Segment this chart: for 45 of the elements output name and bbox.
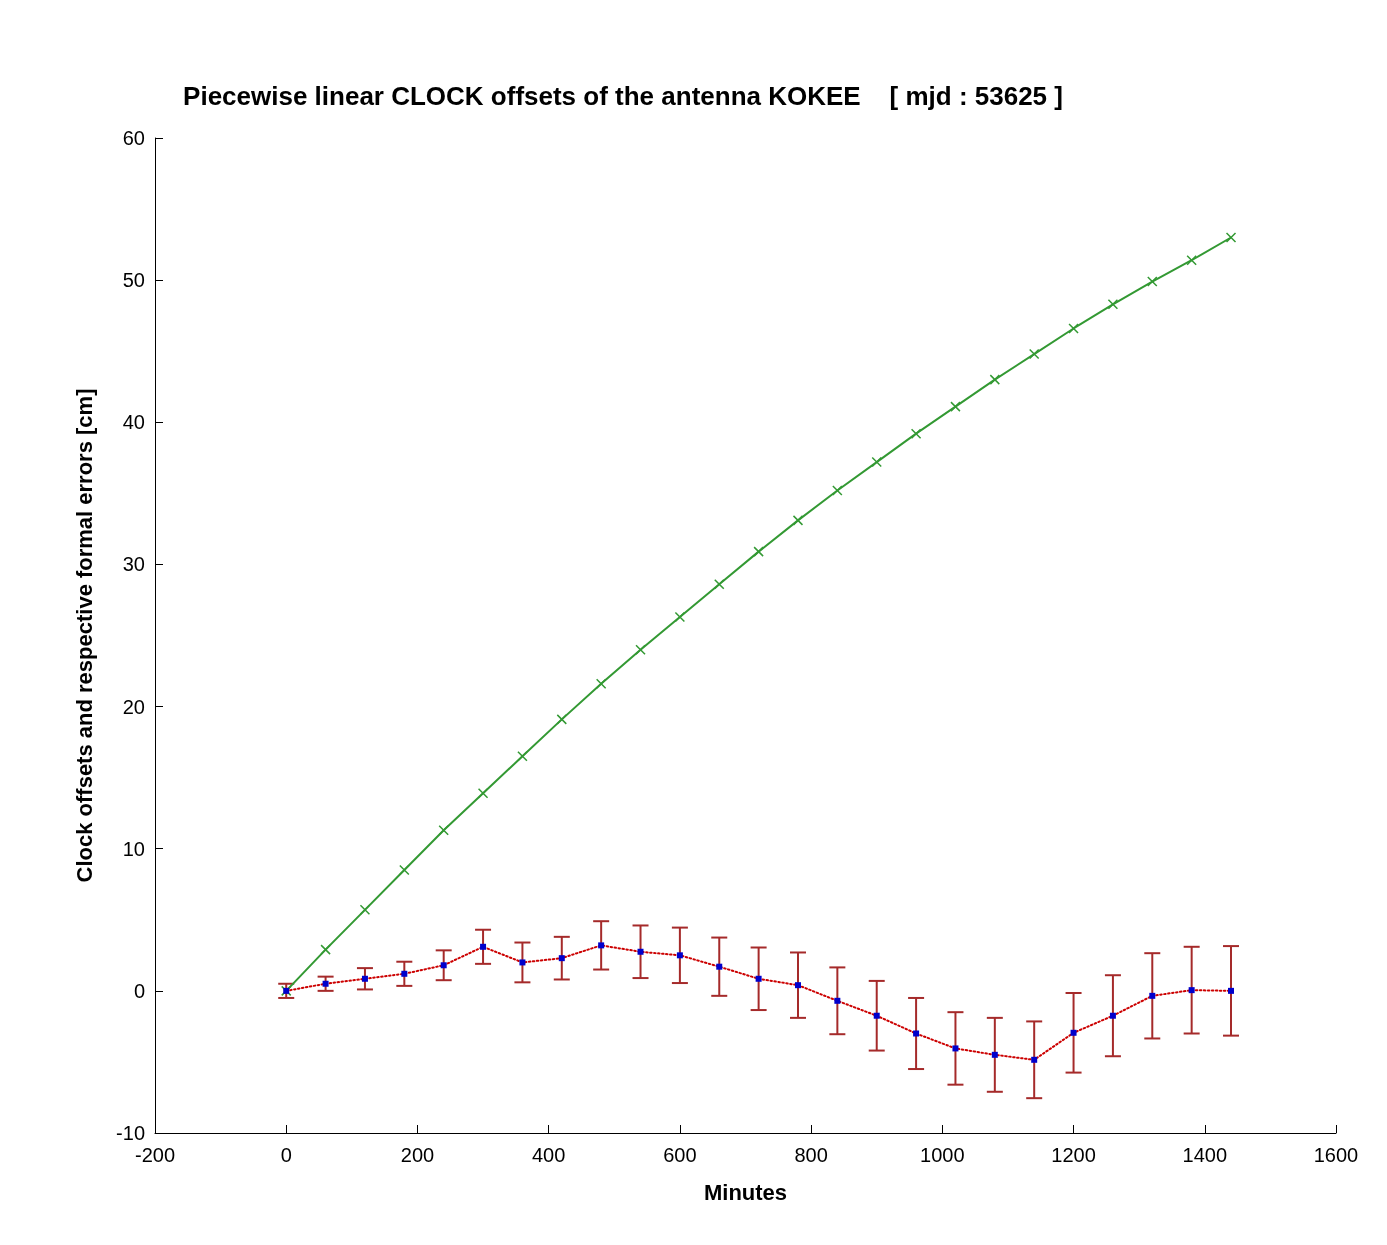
y-tick-label: 10: [122, 837, 145, 860]
point: [674, 611, 686, 623]
chart-title: Piecewise linear CLOCK offsets of the antenna KOKEE [ mjd : 53625 ]: [183, 81, 1063, 111]
y-axis-title: Clock offsets and respective formal errors [cm]: [71, 388, 97, 883]
point: [714, 579, 725, 590]
y-tick-label: 40: [122, 411, 145, 434]
x-tick-label: 800: [794, 1144, 828, 1166]
point: [1068, 323, 1079, 334]
point: [359, 904, 371, 916]
point: [832, 485, 843, 496]
y-tick-label: 50: [122, 269, 145, 292]
point: [320, 944, 331, 955]
y-tick-label: 20: [122, 695, 145, 718]
point: [871, 456, 882, 468]
point: [399, 864, 410, 876]
point: [477, 788, 489, 799]
point: [792, 515, 804, 526]
point: [635, 644, 646, 655]
x-tick-label: 400: [531, 1144, 566, 1166]
x-tick-label: 1000: [920, 1144, 965, 1166]
point: [438, 824, 449, 836]
y-tick-label: -10: [116, 1122, 145, 1144]
y-tick-label: 30: [122, 553, 145, 576]
point: [595, 678, 607, 690]
x-tick-label: 200: [400, 1144, 435, 1166]
x-tick-label: 1200: [1051, 1144, 1096, 1166]
point: [910, 428, 922, 439]
x-tick-label: 600: [663, 1144, 697, 1166]
point: [517, 751, 528, 762]
x-axis-title: Minutes: [703, 1179, 788, 1205]
point: [1225, 232, 1237, 243]
point: [950, 401, 961, 412]
x-tick-label: -200: [134, 1144, 176, 1166]
point: [753, 546, 764, 557]
point: [1028, 348, 1040, 360]
x-tick-label: 1600: [1313, 1144, 1359, 1166]
x-tick-label: 1400: [1182, 1144, 1228, 1166]
point: [556, 714, 568, 725]
point: [1107, 299, 1119, 310]
point: [1186, 254, 1197, 266]
point: [1147, 276, 1158, 287]
x-tick-label: 0: [280, 1144, 292, 1166]
y-tick-label: 0: [133, 979, 145, 1002]
y-tick-label: 60: [122, 127, 145, 149]
point: [989, 374, 1001, 385]
